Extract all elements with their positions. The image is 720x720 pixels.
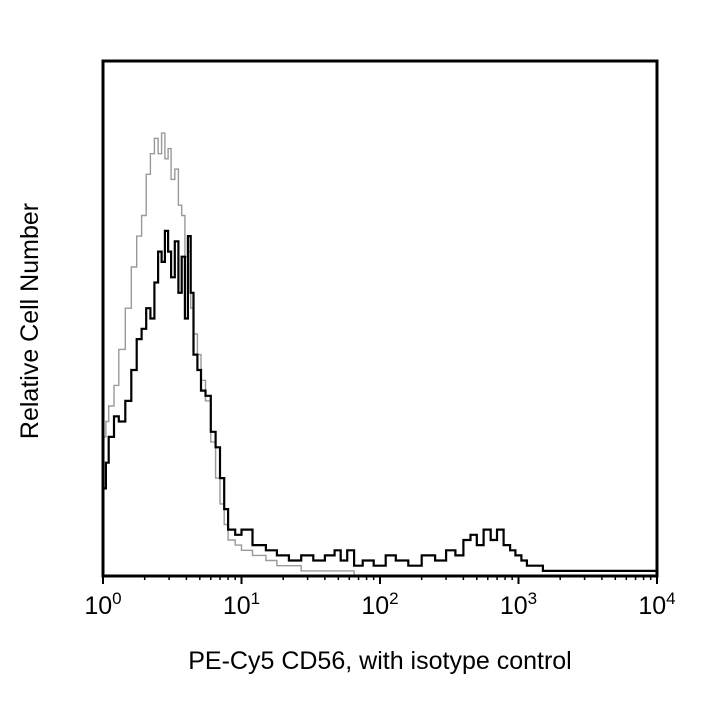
- x-tick-label: 102: [361, 589, 398, 620]
- series-line-1: [103, 132, 380, 577]
- x-tick-label: 101: [223, 589, 260, 620]
- series-line-0: [103, 229, 659, 576]
- x-axis-ticks: 100 101 102 103 104: [84, 576, 676, 620]
- x-tick-label: 103: [500, 589, 537, 620]
- plot-area: [103, 132, 659, 577]
- y-axis-label: Relative Cell Number: [16, 203, 44, 439]
- x-tick-label: 104: [638, 589, 675, 620]
- x-axis-label: PE-Cy5 CD56, with isotype control: [188, 647, 571, 675]
- x-tick-label: 100: [84, 589, 121, 620]
